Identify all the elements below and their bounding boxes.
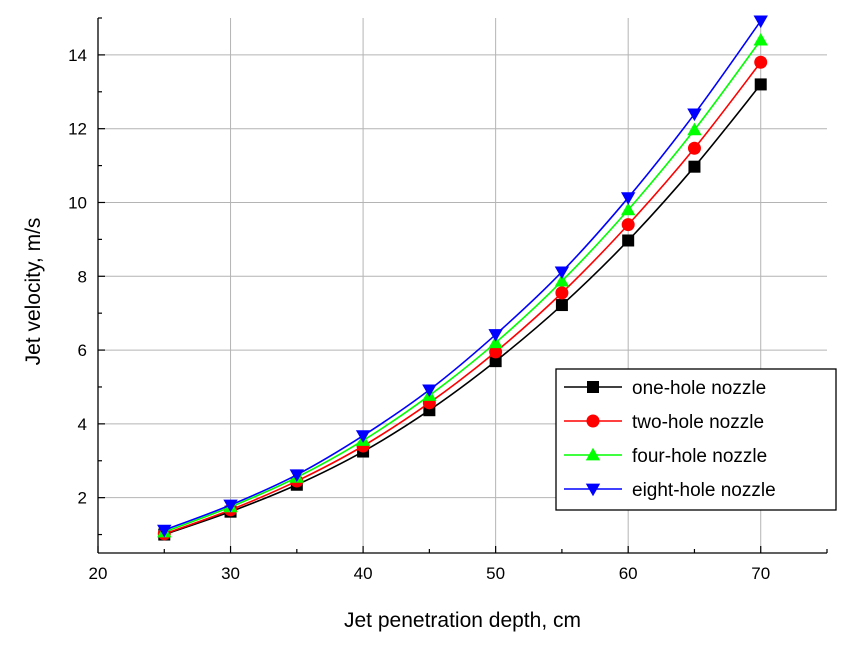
data-point (753, 32, 768, 46)
data-point (754, 55, 768, 69)
y-tick-label: 14 (68, 46, 87, 65)
x-axis-label: Jet penetration depth, cm (344, 609, 581, 632)
series-line (164, 83, 762, 536)
series-line (164, 61, 762, 535)
data-point (554, 266, 570, 280)
data-point (620, 202, 636, 216)
data-point (620, 192, 636, 205)
data-point (622, 234, 635, 247)
axes: 20 30 40 50 60 70 2 4 6 8 10 12 14 (68, 17, 828, 583)
data-point (688, 160, 701, 173)
data-point (289, 469, 305, 482)
data-point (621, 218, 635, 232)
legend-marker (585, 447, 601, 461)
x-tick-label: 70 (751, 564, 770, 583)
y-tick-label: 4 (78, 415, 87, 434)
data-point (157, 524, 172, 538)
y-axis-label: Jet velocity, m/s (22, 218, 45, 366)
y-tick-label: 10 (68, 193, 87, 212)
legend-box (555, 368, 837, 511)
series-line (163, 20, 762, 531)
x-tick-label: 50 (486, 564, 505, 583)
data-point (753, 15, 768, 29)
x-tick-label: 60 (619, 564, 638, 583)
data-point (489, 345, 503, 359)
legend-marker (585, 483, 601, 497)
plot-series (157, 15, 768, 541)
x-tick-label: 30 (221, 564, 240, 583)
legend: one-hole nozzle two-hole nozzle four-hole … (555, 368, 837, 511)
data-point (555, 299, 568, 312)
legend-label: eight-hole nozzle (632, 480, 776, 501)
legend-label: one-hole nozzle (632, 378, 766, 399)
x-tick-label: 20 (89, 564, 108, 583)
data-point (488, 335, 503, 349)
legend-marker (587, 381, 599, 393)
data-point (754, 78, 767, 91)
legend-label: four-hole nozzle (632, 446, 767, 467)
legend-marker (586, 414, 600, 428)
grid (98, 18, 827, 553)
data-point (488, 329, 503, 342)
data-point (422, 384, 437, 398)
data-point (223, 499, 238, 513)
data-point (555, 286, 569, 300)
data-point (355, 430, 371, 443)
series-line (163, 39, 762, 533)
y-tick-label: 8 (78, 267, 87, 286)
y-tick-label: 2 (78, 489, 87, 508)
y-tick-label: 12 (68, 120, 87, 139)
x-tick-label: 40 (354, 564, 373, 583)
series-eight-hole-nozzle (157, 15, 768, 538)
y-tick-label: 6 (78, 341, 87, 360)
data-point (687, 141, 701, 155)
legend-label: two-hole nozzle (632, 412, 764, 433)
data-point (489, 355, 502, 368)
data-point (554, 273, 570, 287)
data-point (687, 122, 702, 136)
data-point (687, 108, 702, 122)
